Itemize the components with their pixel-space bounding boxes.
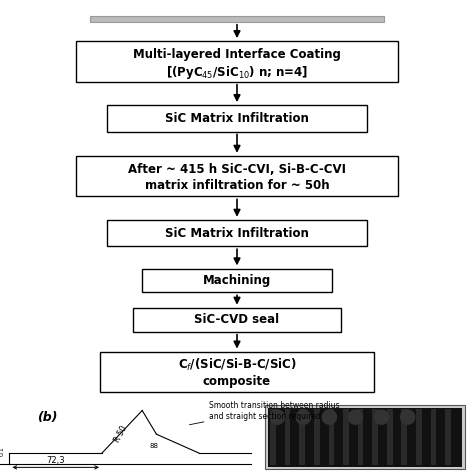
Text: Multi-layered Interface Coating: Multi-layered Interface Coating: [133, 48, 341, 61]
FancyBboxPatch shape: [265, 405, 465, 469]
Text: After ~ 415 h SiC-CVI, Si-B-C-CVI: After ~ 415 h SiC-CVI, Si-B-C-CVI: [128, 163, 346, 176]
FancyBboxPatch shape: [268, 408, 462, 467]
Text: 0.1: 0.1: [0, 447, 5, 456]
FancyBboxPatch shape: [90, 16, 384, 22]
FancyBboxPatch shape: [285, 409, 291, 465]
FancyBboxPatch shape: [328, 409, 334, 465]
Text: SiC-CVD seal: SiC-CVD seal: [194, 313, 280, 327]
FancyBboxPatch shape: [314, 409, 319, 465]
Text: Smooth transition between radius
and straight section required: Smooth transition between radius and str…: [209, 401, 339, 421]
FancyBboxPatch shape: [76, 42, 398, 82]
FancyBboxPatch shape: [372, 409, 378, 465]
Text: SiC Matrix Infiltration: SiC Matrix Infiltration: [165, 112, 309, 125]
FancyBboxPatch shape: [430, 409, 436, 465]
FancyBboxPatch shape: [76, 156, 398, 197]
Text: R 50: R 50: [113, 424, 129, 444]
FancyBboxPatch shape: [300, 409, 305, 465]
FancyBboxPatch shape: [107, 220, 367, 246]
Circle shape: [348, 410, 363, 424]
FancyBboxPatch shape: [107, 106, 367, 131]
FancyBboxPatch shape: [387, 409, 392, 465]
Text: SiC Matrix Infiltration: SiC Matrix Infiltration: [165, 227, 309, 240]
FancyBboxPatch shape: [133, 308, 341, 332]
Text: (b): (b): [37, 410, 58, 424]
Text: C$_f$/(SiC/Si-B-C/SiC): C$_f$/(SiC/Si-B-C/SiC): [178, 357, 296, 373]
FancyBboxPatch shape: [270, 409, 276, 465]
FancyBboxPatch shape: [343, 409, 349, 465]
FancyBboxPatch shape: [142, 269, 332, 292]
FancyBboxPatch shape: [401, 409, 407, 465]
Circle shape: [374, 410, 389, 424]
Text: 72,3: 72,3: [46, 456, 65, 465]
FancyBboxPatch shape: [416, 409, 422, 465]
Text: 88: 88: [150, 443, 158, 448]
FancyBboxPatch shape: [358, 409, 364, 465]
Circle shape: [401, 410, 415, 424]
Circle shape: [322, 410, 337, 424]
Text: composite: composite: [203, 375, 271, 388]
FancyBboxPatch shape: [445, 409, 451, 465]
FancyBboxPatch shape: [100, 352, 374, 392]
Circle shape: [270, 410, 284, 424]
Text: Machining: Machining: [203, 274, 271, 287]
Circle shape: [296, 410, 310, 424]
Text: matrix infiltration for ~ 50h: matrix infiltration for ~ 50h: [145, 179, 329, 192]
Text: [(PyC$_{45}$/SiC$_{10}$) n; n=4]: [(PyC$_{45}$/SiC$_{10}$) n; n=4]: [166, 64, 308, 81]
